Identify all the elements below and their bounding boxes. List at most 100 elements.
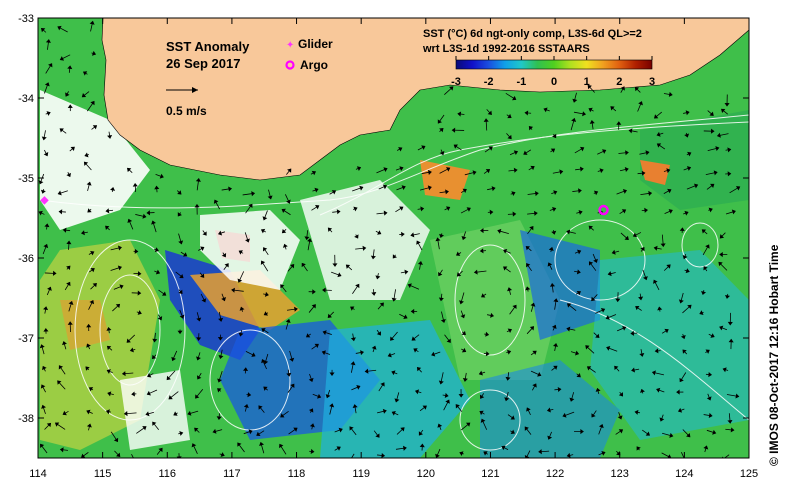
velocity-arrow-head bbox=[566, 229, 571, 235]
velocity-arrow-head bbox=[621, 209, 627, 214]
velocity-arrow-head bbox=[529, 326, 535, 331]
velocity-arrow-head bbox=[595, 387, 601, 392]
velocity-arrow-head bbox=[267, 195, 273, 200]
velocity-arrow-head bbox=[62, 410, 67, 416]
velocity-arrow-head bbox=[147, 372, 152, 378]
y-tick-label: -35 bbox=[18, 173, 34, 185]
glider-legend: ✦ Glider bbox=[286, 37, 333, 51]
velocity-arrow-head bbox=[179, 430, 184, 436]
velocity-arrow-head bbox=[47, 286, 52, 291]
velocity-arrow-head bbox=[350, 361, 356, 366]
land-mass bbox=[101, 18, 749, 181]
velocity-arrow-head bbox=[177, 190, 182, 195]
velocity-arrow-head bbox=[622, 325, 627, 331]
velocity-arrow-head bbox=[86, 423, 92, 428]
velocity-arrow-head bbox=[152, 421, 157, 426]
velocity-arrow-head bbox=[562, 412, 567, 418]
velocity-arrow-head bbox=[133, 459, 136, 462]
velocity-arrow-head bbox=[578, 210, 583, 215]
velocity-arrow-head bbox=[352, 404, 358, 409]
velocity-arrow-head bbox=[413, 348, 418, 353]
velocity-arrow-head bbox=[212, 428, 217, 434]
velocity-arrow-head bbox=[451, 127, 456, 133]
velocity-arrow-head bbox=[524, 426, 529, 431]
velocity-arrow-head bbox=[720, 108, 726, 113]
velocity-arrow-head bbox=[115, 303, 121, 309]
velocity-arrow-head bbox=[85, 366, 90, 371]
x-tick-label: 115 bbox=[94, 468, 112, 480]
velocity-arrow-head bbox=[462, 377, 468, 382]
velocity-arrow-head bbox=[43, 152, 49, 157]
velocity-arrow-head bbox=[669, 432, 674, 438]
y-tick-label: -36 bbox=[18, 253, 34, 265]
velocity-arrow-head bbox=[327, 227, 333, 232]
velocity-arrow-head bbox=[237, 442, 242, 447]
velocity-arrow-head bbox=[179, 314, 185, 319]
velocity-arrow-head bbox=[105, 208, 110, 214]
velocity-arrow-head bbox=[375, 275, 381, 280]
velocity-arrow-head bbox=[177, 330, 183, 335]
velocity-arrow-head bbox=[551, 230, 557, 235]
velocity-arrow-head bbox=[289, 264, 295, 269]
velocity-arrow-head bbox=[510, 415, 515, 420]
velocity-arrow-head bbox=[86, 343, 91, 348]
colorbar-tick-label: 1 bbox=[584, 76, 590, 88]
velocity-arrow-head bbox=[512, 211, 517, 217]
velocity-arrow-head bbox=[513, 150, 519, 156]
velocity-arrow-head bbox=[615, 298, 621, 303]
velocity-arrow-head bbox=[59, 447, 64, 453]
velocity-arrow-head bbox=[38, 180, 44, 185]
velocity-arrow-head bbox=[458, 394, 464, 398]
velocity-arrow-head bbox=[457, 111, 462, 117]
velocity-arrow-head bbox=[487, 110, 492, 115]
velocity-arrow-head bbox=[588, 261, 594, 266]
velocity-arrow-head bbox=[57, 190, 62, 196]
x-tick-label: 121 bbox=[481, 468, 499, 480]
velocity-arrow-head bbox=[263, 386, 268, 391]
velocity-arrow-head bbox=[713, 170, 718, 176]
velocity-arrow-head bbox=[48, 63, 53, 68]
velocity-arrow-head bbox=[307, 238, 313, 243]
velocity-arrow-head bbox=[44, 223, 50, 228]
velocity-arrow-head bbox=[377, 230, 382, 235]
glider-marker[interactable] bbox=[40, 196, 49, 205]
velocity-arrow-head bbox=[155, 269, 161, 275]
velocity-arrow-head bbox=[588, 225, 593, 230]
velocity-arrow-head bbox=[354, 234, 359, 239]
velocity-arrow-head bbox=[708, 371, 713, 378]
colorbar-tick-label: -3 bbox=[451, 76, 461, 88]
velocity-arrow-head bbox=[602, 149, 607, 154]
velocity-arrow-head bbox=[151, 354, 157, 360]
velocity-arrow-head bbox=[314, 187, 319, 193]
velocity-arrow-head bbox=[507, 287, 513, 292]
velocity-arrow-head bbox=[248, 429, 253, 435]
x-tick-label: 116 bbox=[158, 468, 176, 480]
velocity-arrow-head bbox=[137, 310, 142, 315]
velocity-arrow-head bbox=[679, 377, 684, 383]
velocity-arrow-head bbox=[524, 455, 530, 458]
velocity-arrow-head bbox=[618, 392, 623, 397]
colorbar-tick-label: 2 bbox=[616, 76, 622, 88]
velocity-arrow-head bbox=[553, 298, 559, 303]
velocity-arrow-head bbox=[445, 206, 451, 211]
velocity-arrow-head bbox=[375, 433, 380, 438]
velocity-arrow-head bbox=[349, 426, 354, 431]
velocity-arrow-head bbox=[200, 246, 205, 251]
velocity-arrow-head bbox=[417, 261, 423, 265]
velocity-arrow-head bbox=[311, 304, 316, 309]
velocity-arrow-head bbox=[706, 396, 712, 401]
velocity-arrow-head bbox=[703, 445, 709, 450]
velocity-arrow-head bbox=[87, 208, 92, 213]
velocity-arrow-head bbox=[553, 365, 558, 370]
map-title-line1: SST Anomaly bbox=[166, 39, 250, 54]
y-tick-label: -37 bbox=[18, 333, 34, 345]
velocity-arrow-head bbox=[381, 452, 386, 458]
velocity-arrow-head bbox=[571, 117, 577, 122]
velocity-arrow-head bbox=[173, 411, 178, 416]
velocity-arrow-head bbox=[708, 207, 713, 213]
argo-float-marker[interactable] bbox=[598, 204, 609, 216]
velocity-arrow-head bbox=[473, 269, 478, 275]
velocity-arrow-head bbox=[693, 183, 699, 189]
velocity-arrow-head bbox=[152, 338, 158, 343]
velocity-arrow-head bbox=[439, 233, 444, 238]
